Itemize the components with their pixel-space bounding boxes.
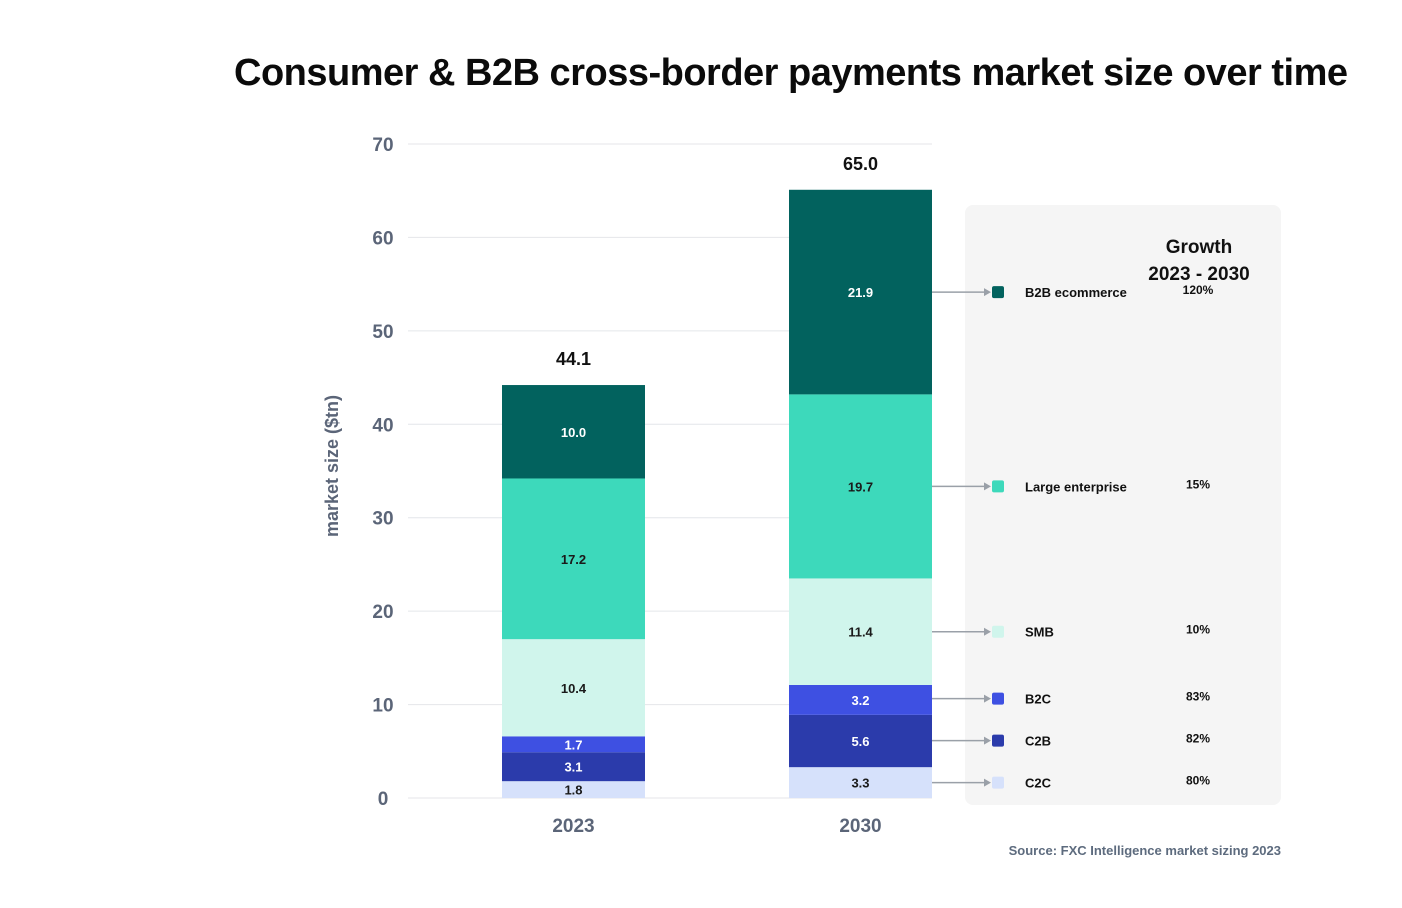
bar-total-label: 44.1 [556,349,591,369]
bar-total-label: 65.0 [843,154,878,174]
data-label: 17.2 [561,552,586,567]
legend-label: Large enterprise [1025,479,1127,494]
y-tick-label: 20 [372,602,393,623]
legend-label: C2C [1025,776,1052,791]
bar-segment [502,639,645,737]
growth-period: 2023 - 2030 [1148,264,1249,285]
legend-swatch [992,692,1004,705]
growth-panel [965,205,1281,805]
bar-segment [502,752,645,782]
data-label: 3.3 [851,776,869,791]
bar-segment [502,736,645,753]
y-tick-label: 60 [372,228,393,249]
data-label: 3.1 [564,760,582,775]
y-tick-label: 70 [372,135,393,156]
bar-segment [502,781,645,798]
y-tick-label: 50 [372,322,393,343]
data-label: 3.2 [851,693,869,708]
legend-item: B2C 83% [932,690,1210,707]
data-label: 1.7 [564,737,582,752]
growth-value: 15% [1186,477,1210,491]
y-tick-label: 10 [372,696,393,717]
bar-segment [789,394,932,579]
data-label: 11.4 [848,625,873,640]
growth-value: 82% [1186,732,1210,746]
data-label: 10.0 [561,425,586,440]
legend-label: B2C [1025,692,1052,707]
bar-segment [502,478,645,640]
legend-item: C2B 82% [932,732,1210,749]
data-label: 19.7 [848,479,873,494]
growth-value: 10% [1186,623,1210,637]
chart-title: Consumer & B2B cross-border payments mar… [234,52,1348,94]
y-axis-ticks: 0 10 20 30 40 50 60 70 [372,135,393,810]
data-label: 21.9 [848,285,873,300]
legend-item: SMB 10% [932,623,1210,640]
legend-swatch [992,286,1004,299]
data-label: 1.8 [564,783,582,798]
y-tick-label: 0 [378,789,389,810]
legend-item: Large enterprise 15% [932,477,1210,494]
growth-heading: Growth [1166,237,1233,258]
bar-segment [789,714,932,768]
growth-value: 83% [1186,690,1210,704]
data-label: 10.4 [561,681,587,696]
growth-value: 120% [1183,283,1214,297]
x-axis-ticks: 2023 2030 [552,816,881,837]
bar-segment [789,684,932,715]
bars: 1.8 3.1 1.7 10.4 17.2 10.0 44.1 3.3 5.6 3.2 11.4 19… [502,154,932,798]
legend-label: SMB [1025,625,1054,640]
legend-label: B2B ecommerce [1025,285,1127,300]
connector-arrow-icon [984,778,991,787]
bar-segment [789,578,932,685]
connector-arrow-icon [984,736,991,745]
legend-item: B2B ecommerce 120% [932,283,1214,300]
legend-swatch [992,480,1004,493]
legend: C2C 80% C2B 82% B2C 83% SMB 10% Large enterprise… [932,283,1214,791]
data-label: 5.6 [851,734,869,749]
legend-label: C2B [1025,734,1051,749]
x-tick-label: 2030 [839,816,881,837]
connector-arrow-icon [984,288,991,297]
connector-arrow-icon [984,482,991,491]
source-note: Source: FXC Intelligence market sizing 2… [1008,843,1281,858]
y-tick-label: 40 [372,415,393,436]
x-tick-label: 2023 [552,816,594,837]
bar-segment [789,767,932,798]
y-tick-label: 30 [372,509,393,530]
legend-swatch [992,776,1004,789]
bar-segment [502,385,645,479]
legend-swatch [992,625,1004,638]
growth-value: 80% [1186,774,1210,788]
connector-arrow-icon [984,694,991,703]
legend-item: C2C 80% [932,774,1210,791]
bar-segment [789,189,932,395]
y-axis-label: market size ($tn) [322,395,342,537]
connector-arrow-icon [984,627,991,636]
legend-swatch [992,734,1004,747]
